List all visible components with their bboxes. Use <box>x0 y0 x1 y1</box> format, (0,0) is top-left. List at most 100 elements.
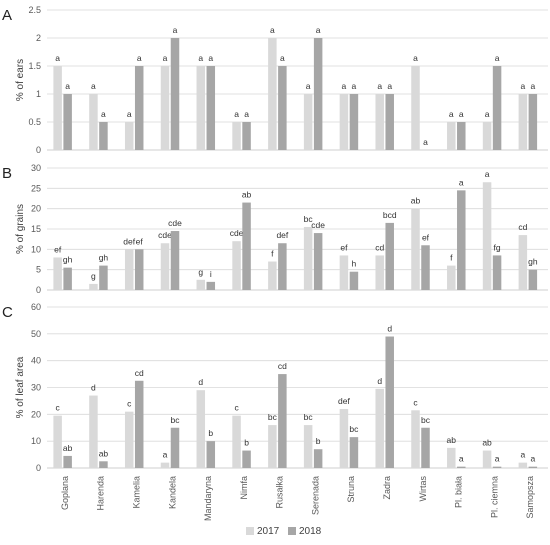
bar-b-2018-harenda <box>99 265 108 290</box>
y-tick-c-5: 50 <box>31 329 41 339</box>
bar-c-2017-zadra <box>375 388 384 468</box>
bar-label-b-2017-nimfa: cde <box>230 228 244 238</box>
y-axis-label-b: % of grains <box>15 204 26 254</box>
bar-b-2018-rusa-ka <box>278 243 287 290</box>
category-label-pl-bia-a: Pl. biała <box>454 476 464 508</box>
bar-label-b-2018-struna: h <box>352 259 357 269</box>
legend-swatch-2017 <box>246 527 254 535</box>
panel-label-b: B <box>2 165 12 182</box>
bar-label-c-2018-pl-ciemna: a <box>495 454 500 464</box>
bar-b-2018-goplana <box>63 267 72 290</box>
category-label-nimfa: Nimfa <box>239 476 249 500</box>
bar-label-a-2018-harenda: a <box>101 109 106 119</box>
bar-a-2017-samopsza <box>518 94 528 150</box>
bar-b-2017-struna <box>339 255 349 290</box>
bar-a-2017-mandaryna <box>196 66 206 150</box>
bar-label-a-2017-rusa-ka: a <box>270 25 275 35</box>
bar-label-b-2018-wirtas: ef <box>422 232 430 242</box>
bar-a-2018-mandaryna <box>206 66 216 150</box>
bar-a-2018-goplana <box>63 94 72 150</box>
bar-a-2017-rusa-ka <box>268 38 277 150</box>
bar-label-b-2017-pl-ciemna: a <box>485 169 490 179</box>
bar-a-2018-samopsza <box>528 94 538 150</box>
y-tick-b-0: 0 <box>36 285 41 295</box>
bar-label-a-2018-kamelia: a <box>137 53 142 63</box>
bar-label-a-2018-rusa-ka: a <box>280 53 285 63</box>
bar-a-2018-harenda <box>99 122 108 150</box>
bar-a-2017-serenada <box>303 94 313 150</box>
bar-b-2017-kamelia <box>124 249 134 290</box>
bar-label-b-2017-kandela: cde <box>158 230 172 240</box>
bar-label-c-2017-pl-bia-a: ab <box>447 435 457 445</box>
bar-label-a-2018-mandaryna: a <box>208 53 213 63</box>
y-tick-b-5: 25 <box>31 183 41 193</box>
bar-a-2018-struna <box>349 94 359 150</box>
bar-b-2018-serenada <box>313 233 323 290</box>
bar-label-a-2017-pl-ciemna: a <box>485 109 490 119</box>
bar-a-2018-pl-bia-a <box>457 122 466 150</box>
bar-label-b-2017-harenda: g <box>91 271 96 281</box>
category-label-wirtas: Wirtas <box>418 476 428 502</box>
bar-label-b-2018-mandaryna: i <box>210 269 212 279</box>
bar-label-b-2017-pl-bia-a: f <box>450 253 453 263</box>
bar-b-2018-struna <box>349 271 359 290</box>
bar-label-b-2018-zadra: bcd <box>383 210 397 220</box>
bar-label-c-2018-struna: bc <box>349 424 359 434</box>
bar-b-2017-serenada <box>303 226 313 290</box>
bar-label-a-2017-kamelia: a <box>127 109 132 119</box>
bar-label-c-2017-nimfa: c <box>234 403 239 413</box>
bar-b-2017-rusa-ka <box>268 261 277 290</box>
bar-label-c-2017-samopsza: a <box>520 450 525 460</box>
bar-c-2018-struna <box>349 437 359 468</box>
bar-label-b-2017-rusa-ka: f <box>271 249 274 259</box>
y-tick-b-6: 30 <box>31 163 41 173</box>
bar-c-2017-kamelia <box>124 411 134 468</box>
bar-b-2017-zadra <box>375 255 384 290</box>
bar-a-2017-zadra <box>375 94 384 150</box>
bar-label-a-2018-pl-bia-a: a <box>459 109 464 119</box>
bar-c-2018-rusa-ka <box>278 374 287 468</box>
bar-label-c-2018-pl-bia-a: a <box>459 454 464 464</box>
y-tick-c-4: 40 <box>31 356 41 366</box>
bar-a-2017-goplana <box>53 66 62 150</box>
bar-c-2017-pl-bia-a <box>447 447 456 468</box>
bar-c-2018-samopsza <box>528 466 538 468</box>
bar-c-2017-kandela <box>160 462 170 468</box>
bar-label-b-2018-rusa-ka: def <box>276 230 288 240</box>
bar-c-2018-serenada <box>313 449 323 468</box>
y-axis-label-a: % of ears <box>15 59 26 101</box>
category-label-kamelia: Kamelia <box>131 476 141 509</box>
bar-label-c-2018-zadra: d <box>387 324 392 334</box>
bar-b-2018-pl-ciemna <box>492 255 502 290</box>
bar-label-a-2018-pl-ciemna: a <box>495 53 500 63</box>
bar-a-2018-pl-ciemna <box>492 66 502 150</box>
bar-label-c-2017-kandela: a <box>163 450 168 460</box>
legend-swatch-2018 <box>288 527 296 535</box>
bar-label-c-2018-kamelia: cd <box>135 368 144 378</box>
y-tick-a-0: 0 <box>36 145 41 155</box>
bar-c-2018-nimfa <box>242 450 251 468</box>
bar-c-2017-goplana <box>53 415 62 468</box>
category-label-kandela: Kandela <box>167 476 177 509</box>
y-tick-a-4: 2 <box>36 33 41 43</box>
bar-label-b-2018-samopsza: gh <box>528 257 538 267</box>
bar-c-2018-pl-bia-a <box>457 466 466 468</box>
bar-a-2017-wirtas <box>411 66 420 150</box>
bar-b-2017-harenda <box>89 283 98 290</box>
bar-b-2018-kandela <box>170 231 180 290</box>
panel-label-c: C <box>2 304 13 321</box>
bar-label-a-2017-struna: a <box>342 81 347 91</box>
bar-label-a-2018-serenada: a <box>316 25 321 35</box>
bar-b-2017-goplana <box>53 257 62 290</box>
bar-label-a-2017-samopsza: a <box>520 81 525 91</box>
bar-label-c-2018-samopsza: a <box>530 454 535 464</box>
y-tick-a-2: 1 <box>36 89 41 99</box>
bar-c-2018-wirtas <box>421 427 430 468</box>
category-label-pl-ciemna: Pl. ciemna <box>489 476 499 518</box>
bar-c-2017-serenada <box>303 425 313 468</box>
bar-label-c-2017-harenda: d <box>91 383 96 393</box>
category-label-goplana: Goplana <box>60 476 70 510</box>
bar-label-b-2017-serenada: bc <box>304 214 314 224</box>
bar-label-a-2018-goplana: a <box>65 81 70 91</box>
